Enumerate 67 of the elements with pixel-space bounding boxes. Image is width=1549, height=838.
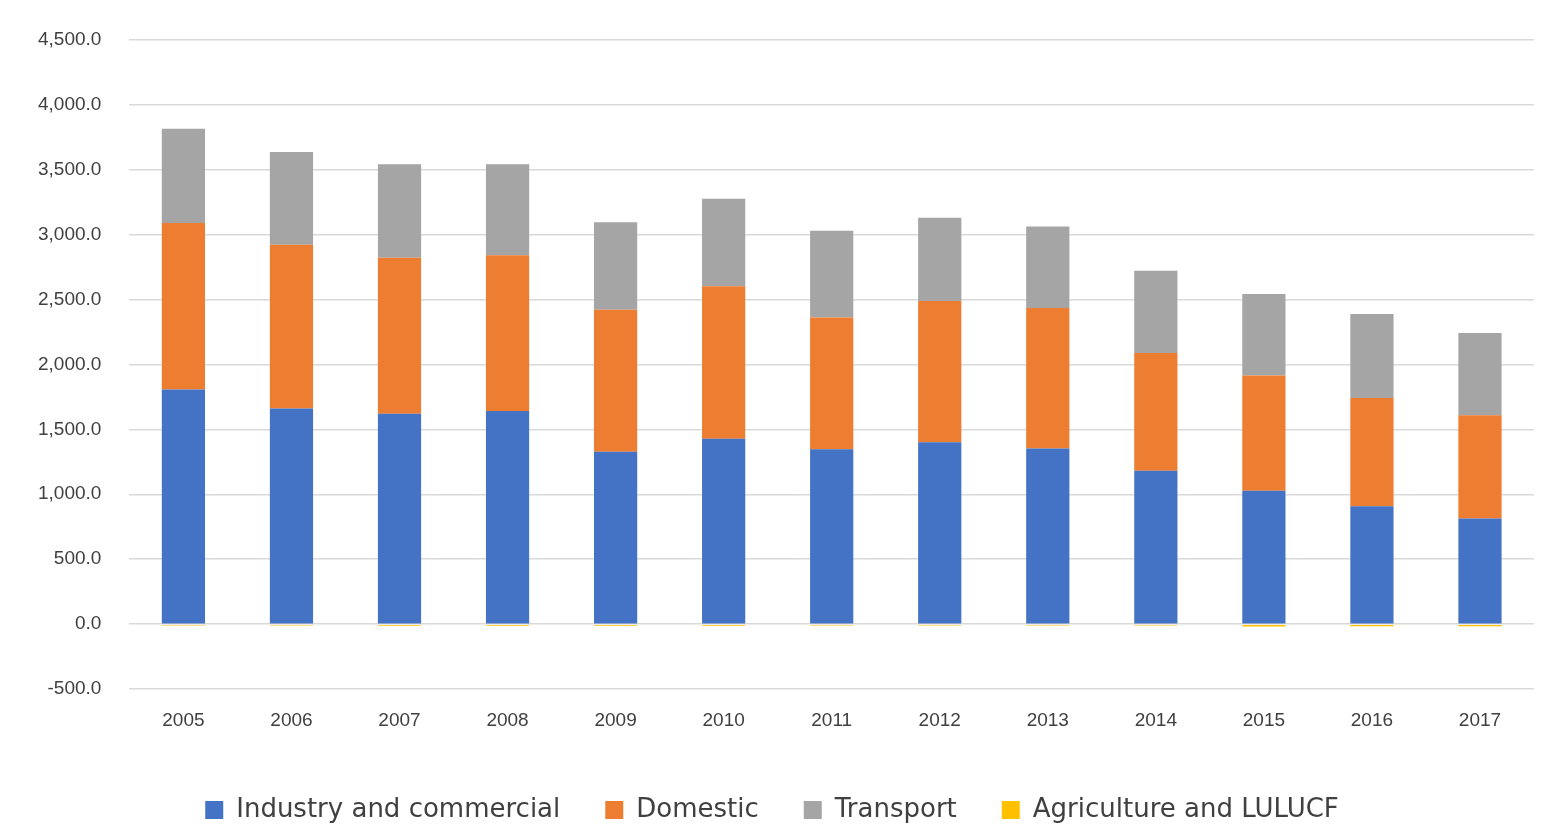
y-tick-label: 500.0	[53, 547, 102, 569]
y-tick-label: -500.0	[47, 677, 102, 699]
x-tick-label: 2012	[918, 708, 961, 730]
bar	[377, 257, 422, 414]
bar	[810, 317, 854, 450]
x-tick-label: 2008	[486, 708, 529, 730]
bar	[1134, 270, 1178, 353]
bar	[1134, 470, 1178, 624]
x-tick-label: 2015	[1242, 708, 1286, 730]
bar	[918, 442, 962, 624]
bar	[702, 198, 746, 287]
bar	[1458, 333, 1502, 416]
x-tick-label: 2005	[162, 708, 205, 730]
bar	[1242, 375, 1286, 491]
x-tick-label: 2006	[270, 708, 313, 730]
y-tick-label: 0.0	[74, 612, 102, 634]
bar	[269, 152, 314, 245]
x-tick-label: 2010	[702, 708, 745, 730]
bar	[593, 222, 638, 310]
x-tick-label: 2007	[378, 708, 421, 730]
y-tick-label: 2,500.0	[37, 287, 102, 309]
y-tick-label: 4,000.0	[37, 92, 102, 114]
bar	[1458, 518, 1502, 624]
bar	[377, 164, 422, 258]
bar	[1350, 314, 1394, 399]
bar	[1458, 415, 1502, 519]
y-tick-label: 3,000.0	[37, 222, 102, 244]
y-tick-label: 3,500.0	[37, 157, 102, 179]
bar	[1026, 226, 1070, 309]
bar	[918, 217, 962, 302]
x-tick-label: 2014	[1134, 708, 1178, 730]
bar	[810, 230, 854, 318]
x-tick-label: 2016	[1350, 708, 1394, 730]
bar	[485, 255, 530, 412]
y-tick-label: 1,000.0	[37, 482, 102, 504]
legend-label: Domestic	[636, 792, 759, 823]
bar	[161, 389, 206, 624]
bar	[918, 301, 962, 443]
bar	[1242, 490, 1286, 624]
x-tick-label: 2013	[1026, 708, 1069, 730]
bar	[1026, 308, 1070, 449]
bar	[702, 286, 746, 439]
bar	[1242, 294, 1286, 376]
legend-label: Agriculture and LULUCF	[1032, 792, 1339, 823]
bar	[702, 438, 746, 624]
bar	[593, 309, 638, 452]
bar	[485, 164, 530, 256]
legend-label: Transport	[833, 792, 957, 823]
bar	[377, 413, 422, 624]
bar	[161, 128, 206, 224]
bar	[485, 411, 530, 624]
bar	[1350, 398, 1394, 507]
bar	[1350, 506, 1394, 624]
bar	[810, 449, 854, 624]
bar	[1026, 448, 1070, 624]
bar	[269, 244, 314, 409]
x-tick-label: 2011	[811, 708, 853, 730]
bar	[161, 223, 206, 390]
bar	[593, 451, 638, 624]
legend-label: Industry and commercial	[236, 792, 561, 823]
y-tick-label: 4,500.0	[37, 27, 102, 49]
bar	[269, 408, 314, 624]
y-tick-label: 1,500.0	[37, 417, 102, 439]
y-tick-label: 2,000.0	[37, 352, 102, 374]
bar	[1134, 352, 1178, 471]
x-tick-label: 2009	[594, 708, 637, 730]
x-tick-label: 2017	[1458, 708, 1502, 730]
